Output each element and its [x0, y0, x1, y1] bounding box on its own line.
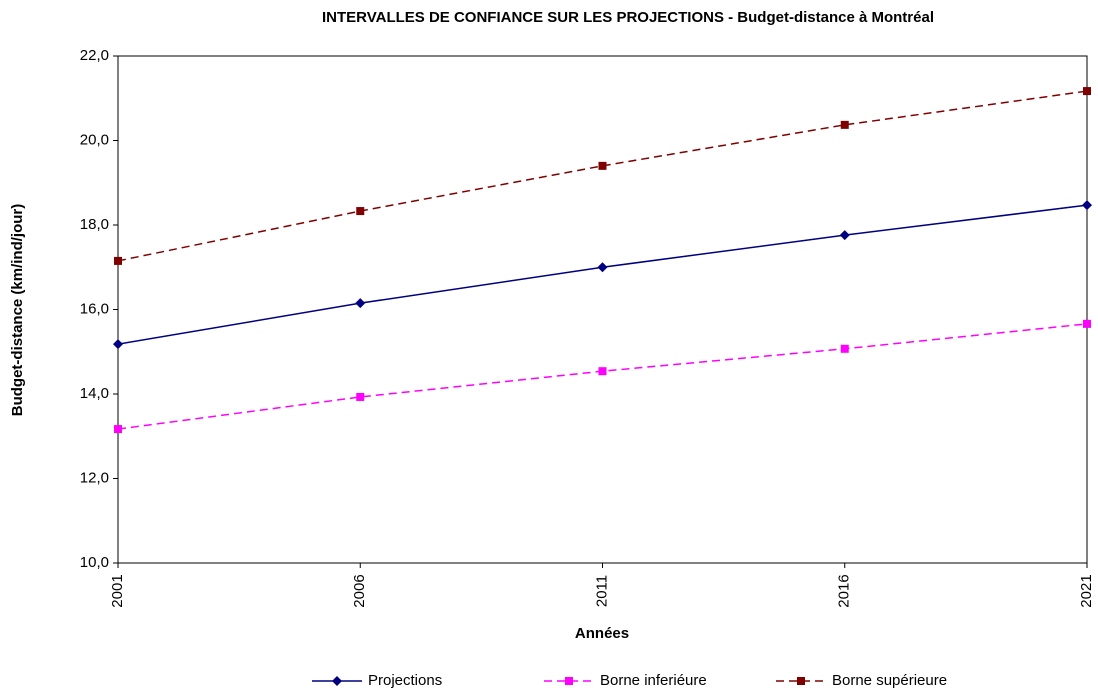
- series-line: [117, 204, 1088, 345]
- marker: [113, 339, 123, 350]
- series-line: [117, 90, 1088, 262]
- marker: [1083, 87, 1091, 96]
- y-tick-label: 12,0: [80, 469, 109, 486]
- marker: [114, 256, 122, 265]
- marker: [840, 120, 849, 129]
- y-tick-label: 18,0: [80, 216, 109, 233]
- x-tick-label: 2021: [1078, 574, 1095, 607]
- x-tick-label: 2006: [351, 574, 368, 607]
- marker: [840, 344, 849, 353]
- x-tick-label: 2001: [109, 574, 126, 607]
- marker: [355, 298, 366, 309]
- marker: [598, 367, 607, 376]
- marker: [356, 207, 365, 216]
- marker: [356, 392, 365, 401]
- marker: [114, 425, 122, 434]
- marker: [839, 230, 850, 241]
- plot-area: [117, 55, 1088, 564]
- marker: [598, 161, 607, 170]
- x-tick-label: 2016: [836, 574, 853, 607]
- legend-marker: [332, 676, 342, 686]
- y-tick-label: 20,0: [80, 131, 109, 148]
- legend-label: Projections: [368, 672, 442, 689]
- y-tick-label: 10,0: [80, 554, 109, 571]
- marker: [1082, 200, 1092, 211]
- legend-marker: [565, 677, 573, 685]
- legend-label: Borne inferiéure: [600, 672, 707, 689]
- series-line: [117, 323, 1088, 430]
- marker: [597, 262, 608, 273]
- legend-label: Borne supérieure: [832, 672, 947, 689]
- x-axis-label: Années: [575, 625, 629, 642]
- y-axis-label: Budget-distance (km/ind/jour): [9, 204, 26, 417]
- marker: [1083, 319, 1091, 328]
- chart-title: INTERVALLES DE CONFIANCE SUR LES PROJECT…: [322, 9, 934, 26]
- legend-marker: [797, 677, 805, 685]
- y-tick-label: 22,0: [80, 47, 109, 64]
- y-tick-label: 16,0: [80, 300, 109, 317]
- x-tick-label: 2011: [593, 575, 610, 607]
- y-tick-label: 14,0: [80, 385, 109, 402]
